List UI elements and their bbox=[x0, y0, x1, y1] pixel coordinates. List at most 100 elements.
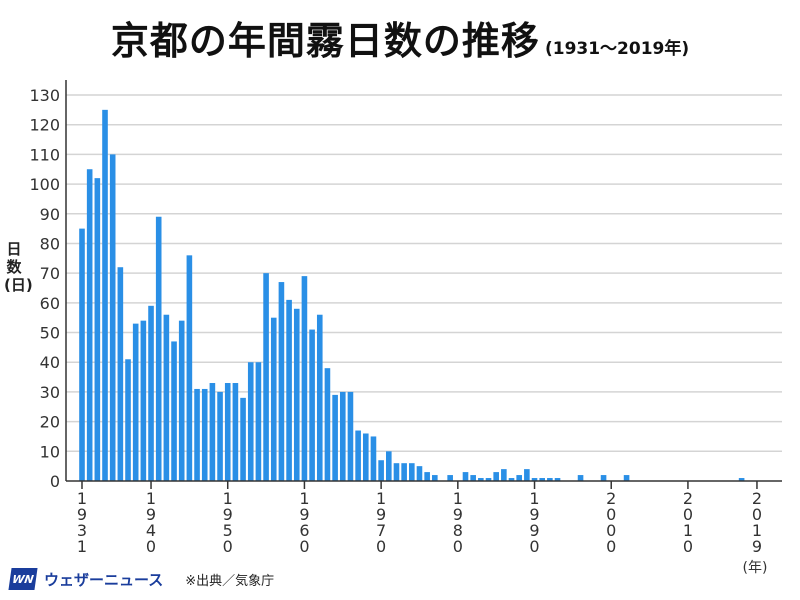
bar-1950 bbox=[224, 383, 231, 481]
bar-1984 bbox=[485, 478, 492, 481]
bar-1970 bbox=[378, 460, 384, 481]
x-tick-label-digit: 7 bbox=[376, 521, 386, 540]
bar-1967 bbox=[355, 430, 361, 481]
x-tick-label-digit: 2 bbox=[683, 489, 693, 508]
bar-1983 bbox=[478, 478, 484, 481]
bar-1947 bbox=[201, 388, 208, 481]
bar-1941 bbox=[155, 216, 162, 481]
x-tick-label-digit: 1 bbox=[223, 489, 233, 508]
bar-1932 bbox=[86, 169, 93, 481]
x-tick-label-digit: 9 bbox=[77, 505, 87, 524]
bar-1991 bbox=[539, 478, 545, 481]
x-axis-label: (年) bbox=[743, 560, 768, 576]
x-tick-label-digit: 6 bbox=[299, 521, 309, 540]
bar-1990 bbox=[531, 478, 538, 481]
x-tick-label-digit: 0 bbox=[752, 505, 762, 524]
bar-1971 bbox=[386, 451, 392, 481]
x-tick-label-digit: 9 bbox=[529, 505, 539, 524]
bar-1999 bbox=[600, 475, 607, 481]
bar-1989 bbox=[524, 469, 530, 481]
bar-1940 bbox=[148, 305, 154, 481]
bar-1972 bbox=[393, 463, 400, 481]
bar-1937 bbox=[125, 359, 131, 481]
x-tick-label-digit: 8 bbox=[453, 521, 463, 540]
y-tick-label: 70 bbox=[40, 264, 60, 283]
x-tick-label-digit: 2 bbox=[752, 489, 762, 508]
x-tick-label-digit: 1 bbox=[77, 489, 87, 508]
bar-2002 bbox=[623, 475, 630, 481]
bar-1946 bbox=[194, 388, 200, 481]
x-tick-label-digit: 0 bbox=[453, 537, 463, 556]
x-tick-label-digit: 3 bbox=[77, 521, 87, 540]
bar-1976 bbox=[424, 472, 430, 481]
bar-1969 bbox=[370, 436, 377, 481]
bar-1938 bbox=[132, 323, 139, 481]
bar-1986 bbox=[501, 469, 507, 481]
bar-1973 bbox=[401, 463, 407, 481]
y-tick-label: 90 bbox=[40, 205, 60, 224]
x-tick-label-digit: 0 bbox=[606, 521, 616, 540]
y-tick-label: 20 bbox=[40, 413, 60, 432]
y-tick-label: 120 bbox=[29, 116, 60, 135]
x-tick-label-digit: 1 bbox=[752, 521, 762, 540]
bar-1945 bbox=[186, 255, 193, 481]
bar-1942 bbox=[163, 314, 170, 481]
bar-1960 bbox=[301, 276, 308, 481]
chart-title-main: 京都の年間霧日数の推移 bbox=[110, 19, 540, 63]
bar-1935 bbox=[109, 154, 116, 481]
bar-1933 bbox=[94, 178, 101, 481]
bar-1957 bbox=[278, 282, 285, 481]
y-tick-label: 50 bbox=[40, 324, 60, 343]
bar-1943 bbox=[171, 341, 177, 481]
x-tick-label-digit: 0 bbox=[529, 537, 539, 556]
bar-1981 bbox=[462, 472, 469, 481]
chart-title: 京都の年間霧日数の推移 (1931〜2019年) bbox=[0, 10, 800, 65]
bar-1939 bbox=[140, 320, 147, 481]
bar-1958 bbox=[286, 299, 292, 481]
y-tick-label: 80 bbox=[40, 234, 60, 253]
x-tick-label-digit: 0 bbox=[606, 537, 616, 556]
x-tick-label-digit: 1 bbox=[453, 489, 463, 508]
x-tick-label-digit: 1 bbox=[77, 537, 87, 556]
bar-1961 bbox=[309, 329, 315, 481]
bar-1962 bbox=[316, 314, 323, 481]
x-tick-label-digit: 9 bbox=[752, 537, 762, 556]
bar-1953 bbox=[247, 362, 254, 481]
x-tick-label-digit: 0 bbox=[683, 505, 693, 524]
x-tick-label-digit: 0 bbox=[606, 505, 616, 524]
x-tick-label-digit: 1 bbox=[299, 489, 309, 508]
bar-1955 bbox=[263, 273, 269, 481]
bar-1956 bbox=[270, 317, 277, 481]
bar-1944 bbox=[178, 320, 185, 481]
x-tick-label-digit: 9 bbox=[529, 521, 539, 540]
y-tick-label: 100 bbox=[29, 175, 60, 194]
x-tick-label-digit: 0 bbox=[299, 537, 309, 556]
x-tick-label-digit: 9 bbox=[376, 505, 386, 524]
bar-1982 bbox=[470, 475, 476, 481]
bar-1949 bbox=[217, 391, 223, 481]
bar-1954 bbox=[255, 362, 262, 481]
bar-1952 bbox=[240, 397, 246, 481]
bar-1968 bbox=[362, 433, 369, 481]
bar-1993 bbox=[554, 478, 561, 481]
bar-1988 bbox=[516, 475, 522, 481]
x-tick-label-digit: 0 bbox=[683, 537, 693, 556]
y-tick-label: 30 bbox=[40, 383, 60, 402]
bar-1964 bbox=[332, 394, 338, 481]
x-tick-label-digit: 5 bbox=[223, 521, 233, 540]
x-tick-label-digit: 0 bbox=[223, 537, 233, 556]
bar-1992 bbox=[547, 478, 553, 481]
footer: WN ウェザーニュース ※出典／気象庁 bbox=[8, 568, 274, 590]
bar-1977 bbox=[432, 475, 438, 481]
y-tick-label: 60 bbox=[40, 294, 60, 313]
x-tick-label-digit: 0 bbox=[376, 537, 386, 556]
bar-1934 bbox=[102, 109, 108, 481]
bar-1963 bbox=[324, 368, 331, 481]
y-tick-label: 130 bbox=[29, 86, 60, 105]
bar-1951 bbox=[232, 383, 239, 481]
x-tick-label-digit: 9 bbox=[146, 505, 156, 524]
bar-1987 bbox=[508, 478, 515, 481]
bar-2017 bbox=[738, 478, 745, 481]
bar-1948 bbox=[209, 383, 216, 481]
